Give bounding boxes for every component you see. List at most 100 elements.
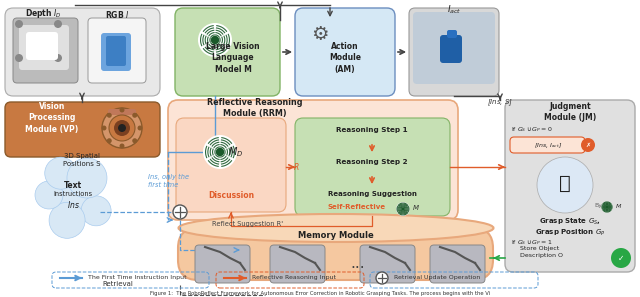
FancyBboxPatch shape (505, 100, 635, 272)
Circle shape (211, 36, 220, 44)
Text: 3D Spatial
Positions S: 3D Spatial Positions S (63, 153, 100, 167)
Text: Retrieval Update Operation: Retrieval Update Operation (394, 274, 480, 279)
Circle shape (537, 157, 593, 213)
FancyBboxPatch shape (175, 8, 280, 96)
Circle shape (138, 126, 143, 130)
Circle shape (132, 113, 137, 118)
Circle shape (51, 173, 95, 217)
Text: Reasoning Suggestion: Reasoning Suggestion (328, 191, 417, 197)
FancyBboxPatch shape (270, 245, 325, 283)
Text: 🤖: 🤖 (559, 173, 571, 192)
Circle shape (216, 148, 224, 156)
Text: $Ins$: $Ins$ (67, 198, 79, 209)
FancyBboxPatch shape (447, 30, 457, 38)
Circle shape (376, 272, 388, 284)
Text: RGB $I$: RGB $I$ (105, 9, 129, 20)
Text: ...: ... (351, 255, 365, 271)
Circle shape (611, 248, 631, 268)
FancyBboxPatch shape (26, 32, 58, 60)
Circle shape (109, 115, 135, 141)
FancyBboxPatch shape (413, 12, 495, 84)
Text: Depth $I_D$: Depth $I_D$ (24, 7, 61, 20)
Circle shape (118, 124, 126, 132)
FancyBboxPatch shape (19, 25, 69, 70)
Text: Reflective Reasoning Input: Reflective Reasoning Input (252, 274, 336, 279)
Circle shape (54, 54, 62, 62)
Circle shape (81, 196, 111, 226)
Text: If $G_S \cup G_P = 1$: If $G_S \cup G_P = 1$ (511, 238, 552, 247)
Text: Instructions: Instructions (53, 191, 93, 197)
Text: The First Time Instruction Input: The First Time Instruction Input (88, 274, 187, 279)
FancyBboxPatch shape (430, 245, 485, 283)
Circle shape (67, 158, 107, 198)
FancyBboxPatch shape (5, 8, 160, 96)
FancyBboxPatch shape (88, 18, 146, 83)
Ellipse shape (179, 214, 493, 242)
Circle shape (601, 201, 613, 213)
Circle shape (102, 108, 142, 148)
Text: Store Object
Description O: Store Object Description O (520, 247, 563, 257)
FancyBboxPatch shape (101, 33, 131, 71)
Text: M: M (413, 205, 419, 211)
Circle shape (173, 205, 187, 219)
Text: R: R (294, 162, 300, 171)
Circle shape (15, 20, 23, 28)
Text: Large Vision
Language
Model M: Large Vision Language Model M (206, 42, 260, 74)
Circle shape (102, 126, 106, 130)
Text: Grasp Position $G_P$: Grasp Position $G_P$ (535, 228, 605, 238)
Circle shape (107, 138, 112, 143)
Text: ⚙: ⚙ (311, 26, 329, 45)
FancyBboxPatch shape (195, 245, 250, 283)
Text: Retrieval: Retrieval (102, 281, 133, 287)
Text: By: By (594, 203, 602, 208)
Text: Discussion: Discussion (208, 190, 254, 200)
Text: Figure 1:  The RoboReflect Framework for Autonomous Error Correction in Robotic : Figure 1: The RoboReflect Framework for … (150, 290, 490, 296)
FancyBboxPatch shape (510, 137, 585, 153)
Text: M: M (616, 203, 621, 208)
FancyBboxPatch shape (409, 8, 499, 96)
FancyBboxPatch shape (5, 102, 160, 157)
Text: Judgment
Module (JM): Judgment Module (JM) (544, 102, 596, 122)
Text: Action
Module
(AM): Action Module (AM) (329, 42, 361, 74)
Text: $I_{act}$: $I_{act}$ (447, 4, 461, 16)
Text: Reasoning Step 1: Reasoning Step 1 (336, 127, 408, 133)
Text: Reflective Reasoning
Module (RRM): Reflective Reasoning Module (RRM) (207, 98, 303, 118)
FancyBboxPatch shape (176, 118, 286, 212)
Circle shape (35, 181, 63, 209)
Text: Reasoning Step 2: Reasoning Step 2 (336, 159, 408, 165)
Text: Text: Text (64, 181, 82, 190)
FancyBboxPatch shape (295, 118, 450, 216)
Circle shape (401, 207, 404, 211)
Circle shape (605, 206, 609, 208)
Circle shape (120, 108, 125, 113)
Circle shape (581, 138, 595, 152)
Circle shape (120, 143, 125, 148)
Text: Self-Reflective: Self-Reflective (328, 204, 386, 210)
Text: Reflect Suggestion R': Reflect Suggestion R' (212, 221, 284, 227)
FancyBboxPatch shape (13, 18, 78, 83)
FancyBboxPatch shape (360, 245, 415, 283)
Text: Memory Module: Memory Module (298, 230, 374, 239)
FancyBboxPatch shape (178, 228, 493, 280)
Circle shape (132, 138, 137, 143)
Circle shape (107, 113, 112, 118)
Circle shape (54, 20, 62, 28)
Text: Ins, only the
first time: Ins, only the first time (148, 174, 189, 188)
Circle shape (396, 202, 410, 216)
Text: ✗: ✗ (586, 143, 591, 148)
Circle shape (45, 157, 77, 189)
Circle shape (15, 54, 23, 62)
Text: ✓: ✓ (618, 254, 624, 263)
Circle shape (49, 202, 85, 238)
Circle shape (114, 120, 130, 136)
FancyBboxPatch shape (168, 100, 458, 220)
FancyBboxPatch shape (295, 8, 395, 96)
FancyBboxPatch shape (106, 36, 126, 66)
Text: [$Ins$, $I_{act}$]: [$Ins$, $I_{act}$] (534, 140, 562, 149)
Text: Vision
Processing
Module (VP): Vision Processing Module (VP) (26, 102, 79, 134)
FancyBboxPatch shape (440, 35, 462, 63)
Text: Grasp State $G_S$,: Grasp State $G_S$, (539, 217, 601, 227)
FancyBboxPatch shape (108, 109, 136, 115)
Text: [$Ins$, $S$]: [$Ins$, $S$] (487, 98, 513, 108)
Text: $M_D$: $M_D$ (228, 145, 244, 159)
